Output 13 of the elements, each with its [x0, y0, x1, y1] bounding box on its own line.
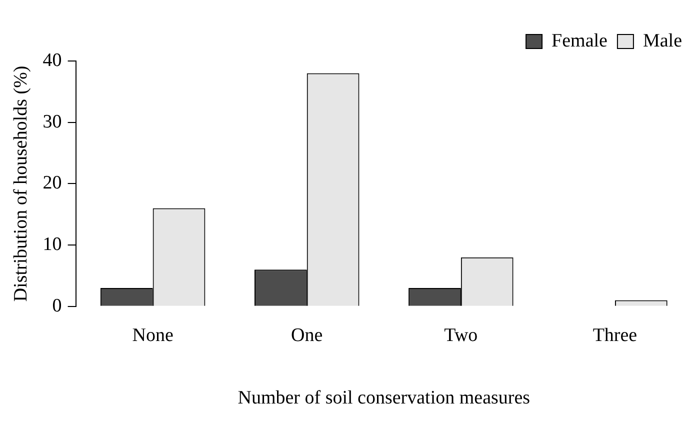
legend-label: Female [552, 30, 608, 52]
y-tick-label: 20 [42, 172, 62, 194]
y-axis-title: Distribution of households (%) [10, 66, 32, 302]
x-axis-title: Number of soil conservation measures [238, 388, 530, 409]
legend-label: Male [642, 30, 682, 52]
y-tick-label: 10 [42, 234, 62, 256]
y-tick-label: 40 [42, 50, 62, 71]
x-tick-label: One [291, 324, 323, 346]
x-tick-label: None [132, 324, 174, 346]
y-tick-label: 30 [42, 111, 62, 132]
y-tick-label: 0 [52, 295, 62, 316]
x-tick-label: Two [444, 324, 478, 346]
x-tick-label: Three [592, 324, 638, 346]
